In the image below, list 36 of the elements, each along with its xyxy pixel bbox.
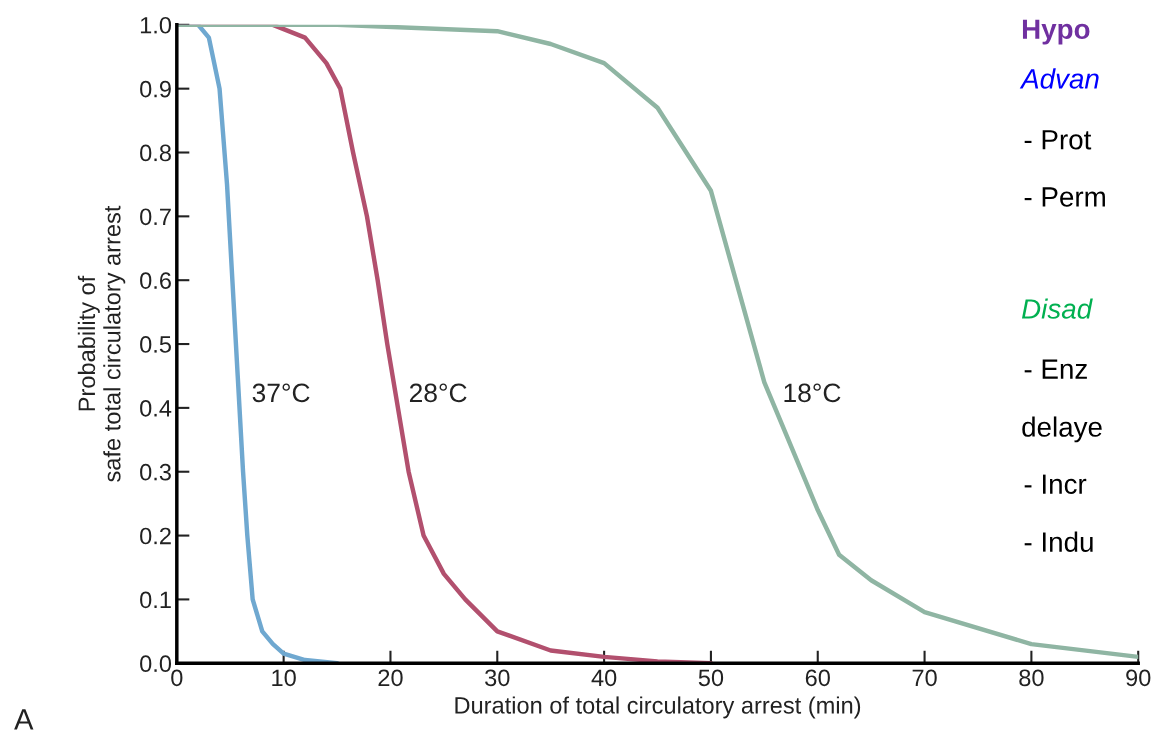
y-tick-label: 0.6 — [140, 272, 171, 289]
annotation: - Perm — [1024, 187, 1105, 207]
y-tick-label: 0.1 — [140, 591, 171, 609]
x-tick-label: 10 — [272, 669, 296, 687]
annotation: - Prot — [1024, 130, 1092, 150]
annotation: Advan — [1019, 68, 1099, 89]
x-tick-label: 70 — [912, 669, 937, 687]
y-tick-label: 0.8 — [140, 144, 171, 162]
x-tick-label: 40 — [591, 669, 617, 687]
y-tick-label: 0.0 — [140, 655, 172, 673]
x-tick-label: 20 — [378, 669, 403, 687]
annotation: Hypo — [1022, 19, 1090, 45]
x-tick-label: 0 — [171, 669, 183, 687]
text: A — [14, 709, 34, 730]
y-tick-label: 0.7 — [140, 208, 171, 226]
y-tick-label: 0.4 — [140, 399, 172, 417]
x-tick-label: 80 — [1019, 669, 1044, 687]
annotation: delaye — [1022, 416, 1102, 443]
series-label: 28°C — [409, 383, 467, 403]
y-tick-label: 0.5 — [140, 336, 171, 353]
x-tick-label: 30 — [485, 669, 510, 687]
y-tick-label: 0.2 — [140, 527, 171, 545]
annotation: - Incr — [1024, 474, 1087, 494]
series-label: 37°C — [252, 383, 310, 403]
x-tick-label: 50 — [698, 669, 724, 687]
annotation: - Indu — [1024, 531, 1093, 552]
x-axis-title: Duration of total circulatory arrest (min) — [455, 696, 861, 719]
annotation: Disad — [1021, 298, 1093, 319]
y-axis-title: Probability of safe total circulatory arrest — [77, 205, 126, 482]
y-tick-label: 0.3 — [140, 463, 171, 481]
y-tick-label: 1.0 — [140, 16, 172, 34]
annotation: - Enz — [1024, 359, 1087, 379]
x-tick-label: 90 — [1126, 669, 1151, 687]
y-tick-label: 0.9 — [140, 80, 171, 98]
x-tick-label: 60 — [805, 669, 830, 687]
series-label: 18°C — [784, 383, 841, 403]
